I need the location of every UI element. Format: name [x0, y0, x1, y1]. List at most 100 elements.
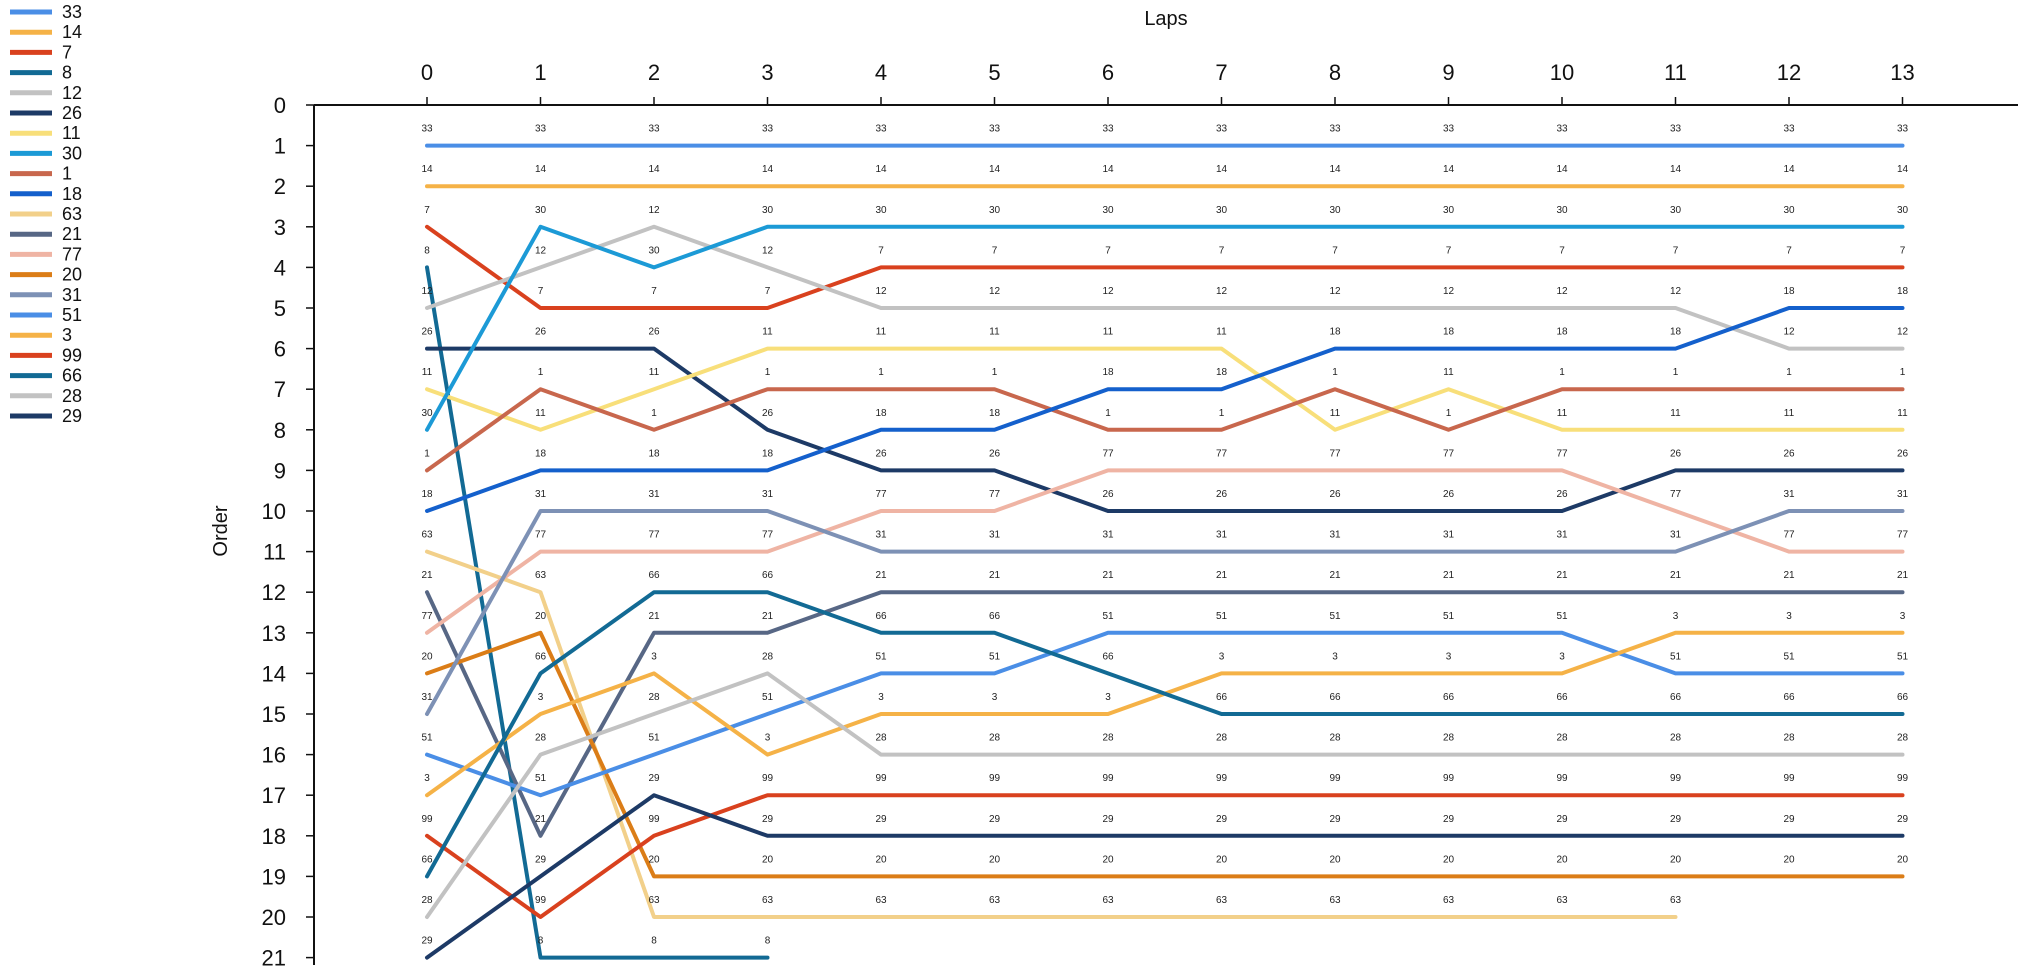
axes: [313, 104, 2018, 965]
data-label: 99: [1216, 773, 1228, 784]
data-label: 12: [1216, 286, 1228, 297]
data-label: 7: [424, 205, 430, 216]
series-line-30: [425, 224, 1905, 432]
data-label: 18: [1897, 286, 1909, 297]
data-label: 11: [1443, 367, 1454, 378]
x-tick-label: 8: [1329, 60, 1341, 85]
x-tick-label: 2: [648, 60, 660, 85]
data-label: 21: [1556, 570, 1568, 581]
data-label: 7: [992, 245, 998, 256]
data-label: 33: [989, 124, 1001, 135]
data-label: 28: [421, 895, 433, 906]
data-label: 7: [1219, 245, 1225, 256]
series-line-18: [425, 306, 1905, 513]
data-label: 11: [649, 367, 660, 378]
series-line-99: [425, 793, 1905, 919]
data-label: 66: [421, 854, 433, 865]
data-label: 66: [648, 570, 660, 581]
data-label: 77: [1897, 530, 1909, 541]
y-tick-label: 6: [274, 337, 286, 362]
data-label: 51: [1329, 611, 1341, 622]
data-label: 99: [1329, 773, 1341, 784]
data-label: 51: [421, 733, 433, 744]
data-label: 18: [648, 448, 660, 459]
data-label: 31: [648, 489, 660, 500]
data-label: 99: [421, 814, 433, 825]
data-label: 3: [651, 651, 657, 662]
data-label: 29: [1216, 814, 1228, 825]
x-tick-label: 9: [1442, 60, 1454, 85]
data-label: 11: [1897, 408, 1908, 419]
data-label: 31: [989, 530, 1001, 541]
data-label: 33: [875, 124, 887, 135]
data-label: 28: [762, 651, 774, 662]
data-label: 29: [989, 814, 1001, 825]
data-label: 11: [762, 327, 773, 338]
data-label: 14: [1556, 164, 1568, 175]
data-label: 31: [535, 489, 547, 500]
series-line-7: [425, 224, 1905, 310]
data-label: 1: [538, 367, 544, 378]
series-line-26: [425, 346, 1905, 513]
data-label: 30: [535, 205, 547, 216]
data-label: 31: [762, 489, 774, 500]
data-label: 30: [1329, 205, 1341, 216]
legend-label: 30: [62, 143, 82, 163]
data-label: 28: [1556, 733, 1568, 744]
data-label: 99: [535, 895, 547, 906]
data-label: 26: [1670, 448, 1682, 459]
data-label: 63: [1443, 895, 1455, 906]
data-label: 99: [875, 773, 887, 784]
data-label: 3: [1105, 692, 1111, 703]
data-label: 21: [1783, 570, 1795, 581]
data-label: 7: [1786, 245, 1792, 256]
series-lines: [425, 143, 1905, 960]
data-label: 18: [1329, 327, 1341, 338]
legend-label: 77: [62, 244, 82, 264]
data-label: 63: [1670, 895, 1682, 906]
data-label: 7: [878, 245, 884, 256]
legend-label: 11: [62, 123, 81, 143]
legend-label: 99: [62, 345, 82, 365]
series-line-77: [425, 468, 1905, 635]
data-label: 26: [1897, 448, 1909, 459]
data-label: 26: [989, 448, 1001, 459]
data-label: 7: [1105, 245, 1111, 256]
data-label: 30: [1670, 205, 1682, 216]
data-label: 14: [1216, 164, 1228, 175]
y-axis-title: Order: [210, 505, 232, 556]
x-tick-label: 13: [1890, 60, 1914, 85]
data-label: 63: [1556, 895, 1568, 906]
y-tick-label: 7: [274, 377, 286, 402]
data-label: 77: [1102, 448, 1114, 459]
data-label: 20: [989, 854, 1001, 865]
data-label: 14: [762, 164, 774, 175]
data-label: 77: [648, 530, 660, 541]
data-label: 99: [1897, 773, 1909, 784]
data-label: 3: [878, 692, 884, 703]
data-label: 3: [992, 692, 998, 703]
data-label: 21: [421, 570, 433, 581]
legend-label: 63: [62, 204, 82, 224]
data-label: 63: [1216, 895, 1228, 906]
data-label: 14: [989, 164, 1001, 175]
data-label: 66: [762, 570, 774, 581]
data-label: 77: [1556, 448, 1568, 459]
data-label: 3: [1219, 651, 1225, 662]
data-label: 33: [1670, 124, 1682, 135]
data-label: 26: [1783, 448, 1795, 459]
x-tick-label: 1: [534, 60, 546, 85]
data-label: 29: [1556, 814, 1568, 825]
data-label: 26: [1329, 489, 1341, 500]
data-label: 28: [1443, 733, 1455, 744]
data-label: 28: [1783, 733, 1795, 744]
x-tick-label: 7: [1215, 60, 1227, 85]
data-label: 8: [538, 936, 544, 947]
data-label: 21: [762, 611, 774, 622]
data-label: 26: [1556, 489, 1568, 500]
data-label: 20: [535, 611, 547, 622]
data-label: 21: [1443, 570, 1455, 581]
data-label: 29: [1897, 814, 1909, 825]
data-label: 51: [1216, 611, 1228, 622]
